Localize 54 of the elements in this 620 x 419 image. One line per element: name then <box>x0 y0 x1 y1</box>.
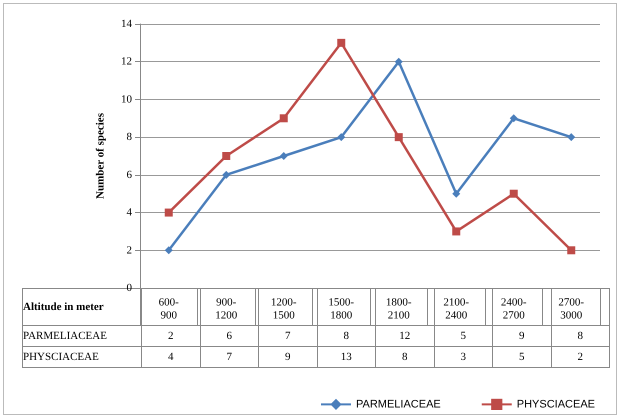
data-label: 8 <box>317 326 376 346</box>
point <box>280 114 288 122</box>
point <box>567 133 576 142</box>
point <box>337 38 346 47</box>
point <box>394 58 403 66</box>
point <box>452 227 460 236</box>
point <box>452 190 460 198</box>
x-tick-label: 600-900 <box>158 296 180 322</box>
point <box>280 152 288 160</box>
point <box>164 208 173 217</box>
point <box>337 133 346 142</box>
y-tick-label: 0 <box>126 282 132 294</box>
data-label: 7 <box>200 346 258 368</box>
x-tick-label: 1800-2100 <box>386 296 412 322</box>
point <box>164 246 173 254</box>
x-tick-label: 1500-1800 <box>328 296 354 322</box>
text: PARMELIACEAE <box>23 330 107 342</box>
x-tick-label: 900-1200 <box>215 296 238 322</box>
data-label: 8 <box>551 326 610 346</box>
data-label: 9 <box>258 346 317 368</box>
legend-label: PARMELIACEAE <box>356 398 441 410</box>
y-tick-label: 8 <box>126 131 132 144</box>
data-label: 5 <box>434 326 492 346</box>
point <box>510 190 518 198</box>
data-label: 8 <box>376 346 434 368</box>
point <box>510 114 518 122</box>
x-tick-label: 2400-2700 <box>500 296 527 322</box>
data-label: 7 <box>258 326 317 346</box>
data-label: 4 <box>142 346 200 368</box>
x-axis-title: Altitude in meter <box>23 301 104 313</box>
y-tick-label: 14 <box>121 18 132 30</box>
legend-label: PHYSCIACEAE <box>516 398 596 410</box>
x-tick-label: 1200-1500 <box>270 296 297 322</box>
y-tick-label: 6 <box>126 168 132 181</box>
data-label: 13 <box>317 346 376 368</box>
y-tick-label: 4 <box>126 206 132 219</box>
x-tick-label: 2700-3000 <box>558 296 584 322</box>
y-axis-title: Number of species <box>94 112 106 199</box>
point <box>222 170 230 179</box>
data-label: 6 <box>200 326 258 346</box>
data-label: 2 <box>551 346 610 368</box>
data-label: 9 <box>492 326 551 346</box>
point <box>567 246 576 254</box>
x-tick-label: 2100-2400 <box>443 296 470 322</box>
point <box>222 152 230 160</box>
data-label: 12 <box>376 326 434 346</box>
data-label: 5 <box>492 346 551 368</box>
text: PHYSCIACEAE <box>23 351 99 363</box>
data-label: 3 <box>434 346 492 368</box>
y-tick-label: 2 <box>126 244 132 256</box>
point <box>394 133 403 142</box>
y-tick-label: 10 <box>121 93 132 106</box>
y-tick-label: 12 <box>121 56 132 68</box>
data-label: 2 <box>142 326 200 346</box>
